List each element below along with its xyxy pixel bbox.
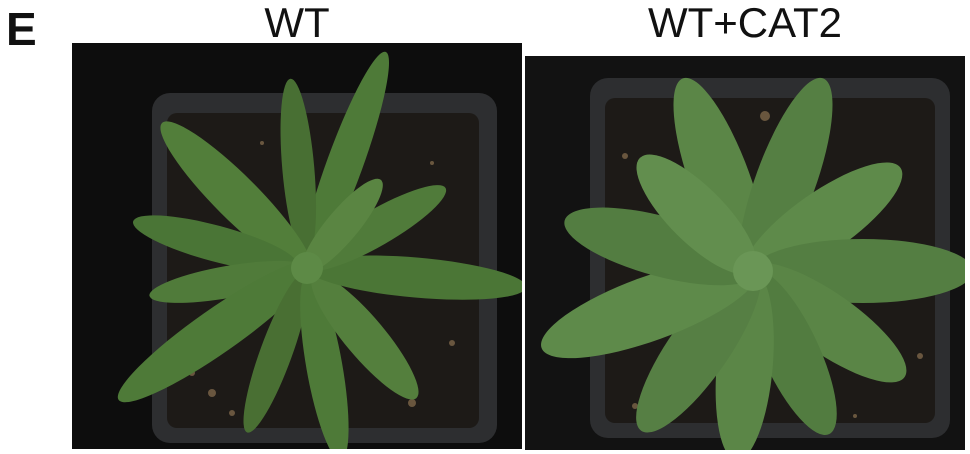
panel-letter: E: [6, 3, 37, 55]
panel-label-wt-cat2: WT+CAT2: [647, 0, 843, 46]
panel-label-wt: WT: [264, 0, 330, 46]
wt-cat2-plant-image: [525, 56, 965, 450]
wt-plant-image: [72, 43, 522, 449]
rosette: [117, 51, 522, 449]
photo-wt-cat2-plant: [525, 56, 965, 450]
rosette: [541, 77, 965, 450]
photo-wt-plant: [72, 43, 522, 449]
